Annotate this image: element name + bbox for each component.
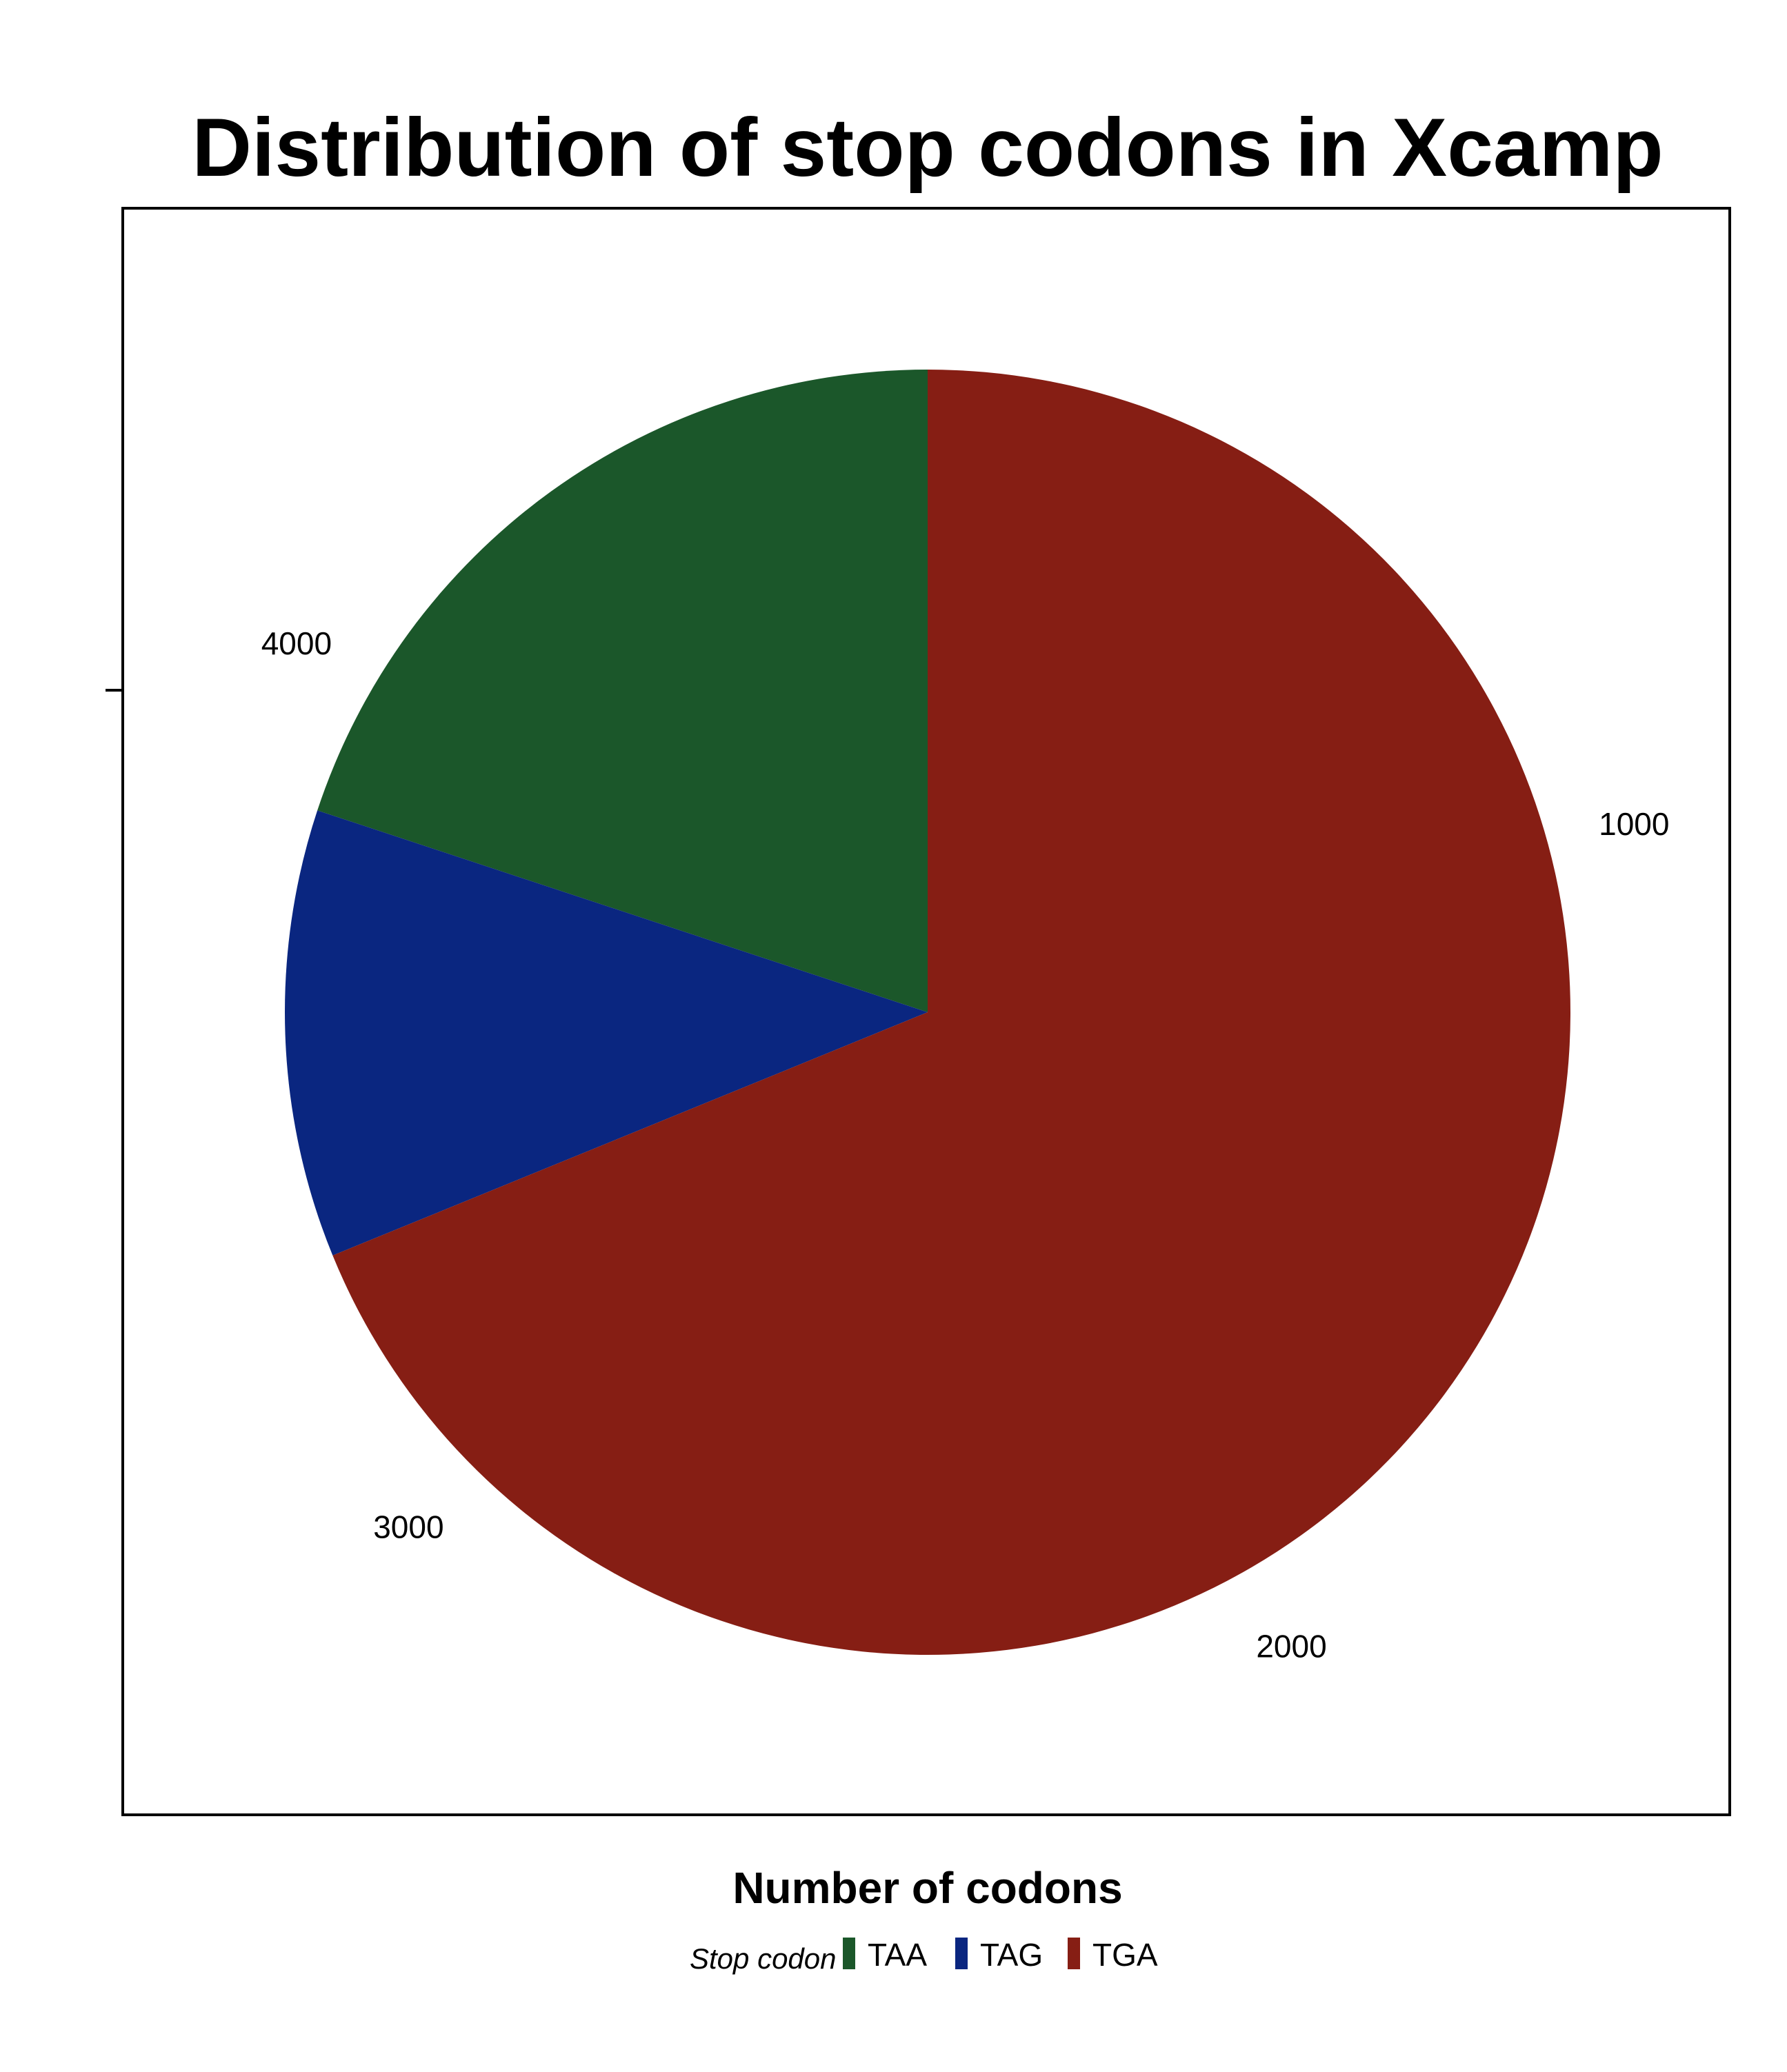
legend-key-tga bbox=[1068, 1938, 1080, 1969]
legend-key-tag bbox=[955, 1938, 968, 1969]
legend-label-tga: TGA bbox=[1092, 1937, 1158, 1973]
pie-tick-labels: 1000 2000 3000 4000 bbox=[261, 625, 1670, 1664]
legend-label-taa: TAA bbox=[868, 1937, 927, 1973]
legend-title: Stop codon bbox=[690, 1942, 837, 1975]
x-axis-title: Number of codons bbox=[732, 1863, 1122, 1913]
pie-slice-tag bbox=[285, 810, 928, 1256]
legend-key-taa bbox=[843, 1938, 855, 1969]
legend-label-tag: TAG bbox=[980, 1937, 1043, 1973]
panel-border bbox=[121, 207, 1731, 1816]
chart-title: Distribution of stop codons in Xcamp bbox=[192, 101, 1663, 194]
legend: Stop codon TAA TAG TGA bbox=[690, 1937, 1158, 1975]
tick-label-2000: 2000 bbox=[1256, 1628, 1326, 1664]
pie-slices bbox=[285, 370, 1571, 1656]
tick-label-3000: 3000 bbox=[373, 1509, 443, 1545]
tick-label-4000: 4000 bbox=[261, 625, 332, 661]
pie-slice-tga bbox=[332, 370, 1571, 1656]
pie-slice-taa bbox=[317, 370, 928, 1012]
tick-label-1000: 1000 bbox=[1599, 806, 1669, 842]
